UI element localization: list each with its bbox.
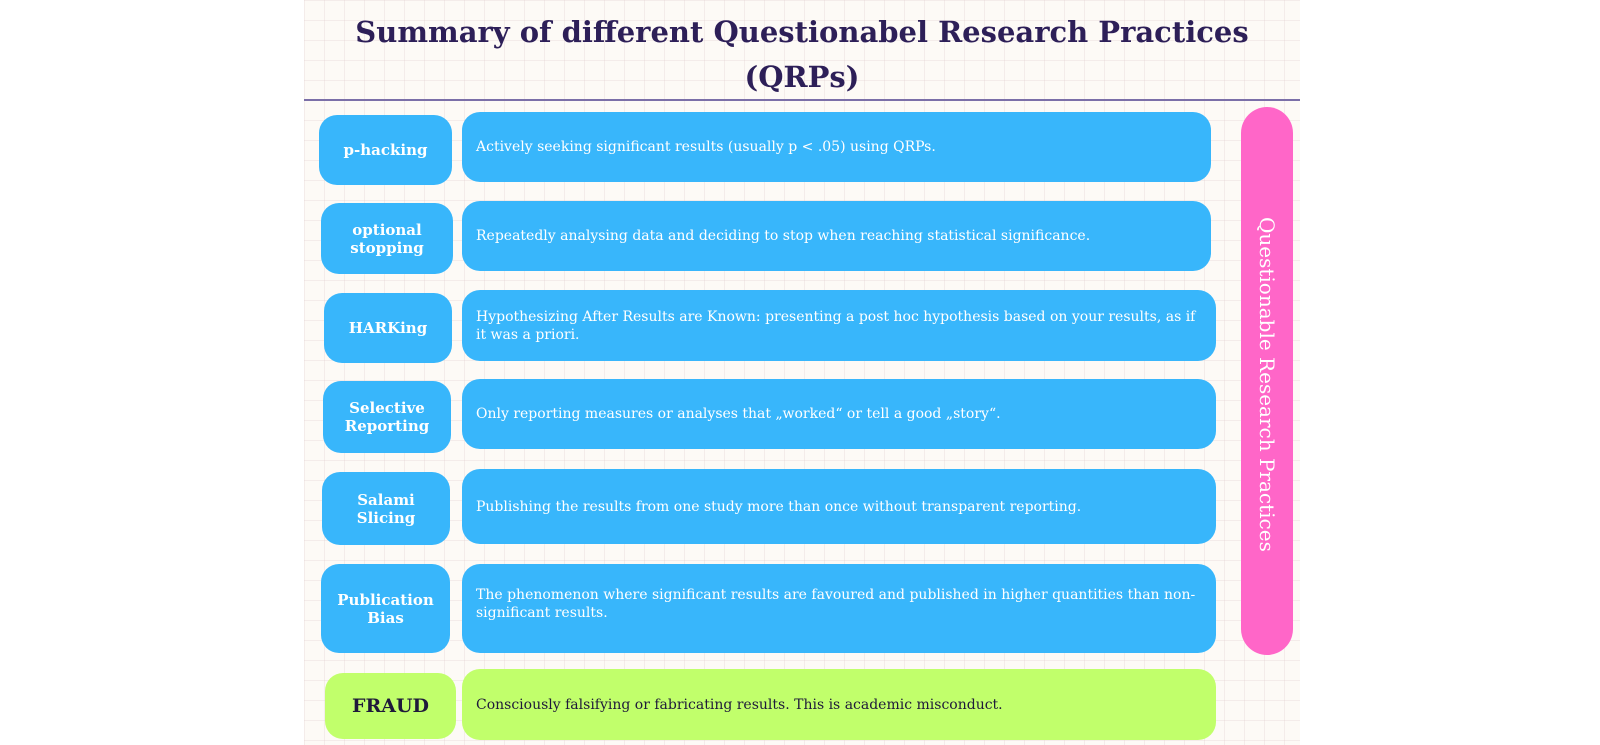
page-title: Summary of different Questionabel Resear… — [355, 15, 1249, 94]
description-salami-slicing: Publishing the results from one study mo… — [462, 469, 1216, 544]
description-p-hacking: Actively seeking significant results (us… — [462, 112, 1211, 182]
term-salami-slicing: Salami Slicing — [322, 472, 450, 545]
qrp-group-bar: Questionable Research Practices — [1241, 107, 1293, 655]
term-publication-bias: Publication Bias — [321, 564, 450, 653]
description-optional-stopping: Repeatedly analysing data and deciding t… — [462, 201, 1211, 271]
title-divider — [304, 99, 1300, 101]
term-optional-stopping: optional stopping — [321, 203, 453, 274]
term-harking: HARKing — [324, 293, 452, 363]
term-selective-reporting: Selective Reporting — [323, 381, 451, 453]
term-p-hacking: p-hacking — [319, 115, 452, 185]
term-fraud: FRAUD — [325, 673, 456, 739]
description-selective-reporting: Only reporting measures or analyses that… — [462, 379, 1216, 449]
description-fraud: Consciously falsifying or fabricating re… — [462, 669, 1216, 740]
qrp-group-label: Questionable Research Practices — [1255, 217, 1279, 552]
description-publication-bias: The phenomenon where significant results… — [462, 564, 1216, 653]
description-harking: Hypothesizing After Results are Known: p… — [462, 290, 1216, 361]
